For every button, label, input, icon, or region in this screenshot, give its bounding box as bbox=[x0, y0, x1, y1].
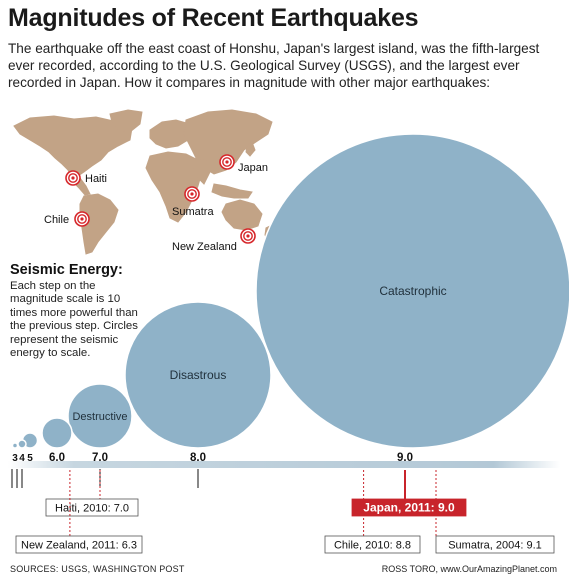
event-label-chile-2010-8-8: Chile, 2010: 8.8 bbox=[334, 540, 411, 552]
author-credit: ROSS TORO, www.OurAmazingPlanet.com bbox=[382, 564, 557, 574]
scale-label-4: 4 bbox=[19, 453, 25, 464]
event-callouts: Haiti, 2010: 7.0 New Zealand, 2011: 6.3 Ja… bbox=[16, 470, 554, 553]
category-label-disastrous: Disastrous bbox=[170, 368, 227, 382]
circle-mag-4 bbox=[18, 440, 26, 448]
category-label-catastrophic: Catastrophic bbox=[379, 284, 446, 298]
scale-label-3: 3 bbox=[12, 453, 18, 464]
event-label-sumatra-2004-9-1: Sumatra, 2004: 9.1 bbox=[448, 540, 542, 552]
event-label-haiti-2010-7-0: Haiti, 2010: 7.0 bbox=[55, 503, 129, 515]
scale-label-8-0: 8.0 bbox=[190, 452, 206, 464]
circle-mag-3 bbox=[13, 443, 18, 448]
energy-circles: Catastrophic Disastrous Destructive bbox=[13, 134, 569, 448]
circle-mag-6-0 bbox=[42, 418, 72, 448]
category-label-destructive: Destructive bbox=[72, 411, 127, 423]
scale-label-5: 5 bbox=[27, 453, 33, 464]
magnitude-axis-bar bbox=[8, 461, 560, 468]
magnitude-scale: 3 4 5 6.0 7.0 8.0 9.0 bbox=[12, 452, 413, 488]
event-label-japan-2011-9-0: Japan, 2011: 9.0 bbox=[363, 501, 455, 515]
scale-label-6-0: 6.0 bbox=[49, 452, 65, 464]
scale-label-7-0: 7.0 bbox=[92, 452, 108, 464]
sources-credit: SOURCES: USGS, WASHINGTON POST bbox=[10, 564, 185, 574]
event-label-new-zealand-2011-6-3: New Zealand, 2011: 6.3 bbox=[21, 540, 137, 552]
scale-label-9-0: 9.0 bbox=[397, 452, 413, 464]
